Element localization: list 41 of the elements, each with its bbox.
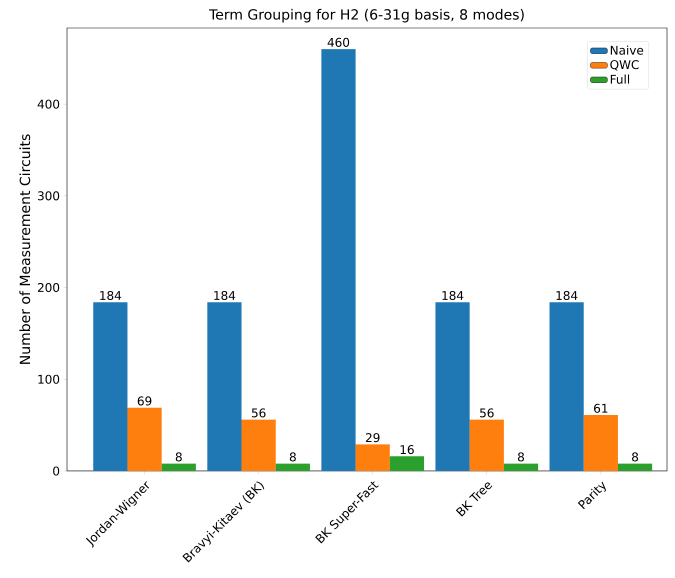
y-tick-label: 200 — [38, 283, 60, 292]
data-label: 16 — [400, 445, 414, 454]
data-label: 56 — [480, 408, 494, 418]
x-tick-label: BK Tree — [456, 482, 492, 517]
data-label: 184 — [214, 290, 236, 300]
data-label: 29 — [366, 433, 380, 442]
data-label: 184 — [556, 290, 578, 300]
bar — [584, 415, 618, 471]
y-tick-label: 0 — [53, 466, 60, 476]
bar — [356, 444, 390, 471]
y-axis-title: Number of Measurement Circuits — [19, 134, 30, 364]
bar — [162, 464, 196, 471]
chart-title: Term Grouping for H2 (6-31g basis, 8 modes) — [208, 8, 524, 22]
data-label: 184 — [442, 290, 464, 300]
data-label: 8 — [632, 452, 638, 462]
bar — [470, 420, 504, 471]
data-label: 8 — [176, 452, 182, 462]
bar — [550, 302, 584, 471]
legend-label: QWC — [610, 60, 639, 71]
data-label: 8 — [290, 452, 296, 462]
data-label: 61 — [594, 404, 608, 413]
data-label: 460 — [328, 38, 350, 47]
y-tick-label: 400 — [38, 100, 60, 109]
data-label: 184 — [100, 290, 122, 300]
bar — [435, 302, 470, 471]
bar — [504, 464, 538, 471]
y-tick-label: 100 — [38, 374, 60, 384]
legend-label: Naive — [610, 45, 644, 55]
data-label: 56 — [252, 408, 266, 418]
bar — [390, 456, 424, 471]
bar — [321, 49, 356, 471]
bar — [242, 420, 276, 471]
bar — [127, 408, 162, 471]
bar — [93, 302, 128, 471]
bar — [276, 464, 310, 471]
bar — [207, 302, 242, 471]
y-tick-label: 300 — [38, 191, 60, 200]
data-label: 69 — [138, 396, 152, 406]
data-label: 8 — [518, 452, 524, 462]
bar — [618, 464, 652, 471]
legend-label: Full — [610, 74, 630, 84]
